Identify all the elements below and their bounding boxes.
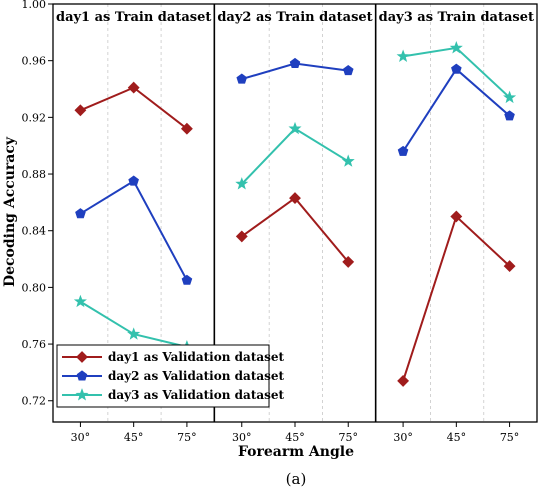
series-line-panel2-1 — [241, 196, 349, 263]
y-tick-label-8: 0.72 — [22, 395, 47, 408]
x-tick-label-panel3-2: 45° — [447, 431, 467, 444]
data-point-panel3-series3-1 — [396, 49, 410, 63]
label-layer: Decoding Accuracy Forearm Angle (a) day1… — [2, 0, 534, 488]
legend-marker-3 — [75, 388, 89, 401]
panel-title-1: day1 as Train dataset — [56, 10, 211, 25]
data-point-panel3-series3-2 — [449, 41, 463, 54]
y-tick-label-2: 0.96 — [22, 55, 47, 68]
data-point-panel2-series1-2 — [289, 192, 301, 205]
y-tick-label-4: 0.88 — [22, 168, 47, 181]
legend-label-2: day2 as Validation dataset — [108, 369, 285, 383]
data-point-panel3-series2-2 — [451, 63, 462, 74]
series-line-panel1-2 — [79, 179, 188, 281]
data-point-panel2-series1-1 — [235, 230, 248, 243]
data-point-panel2-series2-2 — [289, 57, 301, 68]
series-line-panel2-3 — [241, 127, 349, 185]
data-point-panel2-series3-2 — [288, 121, 302, 135]
y-tick-label-7: 0.76 — [22, 338, 47, 351]
x-tick-label-panel2-3: 75° — [338, 431, 358, 444]
data-point-panel1-series2-1 — [75, 208, 86, 219]
panel-title-3: day3 as Train dataset — [379, 10, 534, 25]
legend: day1 as Validation dataset day2 as Valida… — [56, 344, 285, 408]
data-point-panel1-series3-2 — [127, 327, 141, 340]
legend-label-3: day3 as Validation dataset — [108, 388, 285, 402]
data-point-panel2-series2-1 — [236, 73, 248, 84]
data-point-panel2-series2-3 — [342, 65, 354, 76]
data-point-panel3-series1-1 — [397, 374, 410, 387]
x-tick-label-panel3-3: 75° — [500, 431, 520, 444]
data-point-panel3-series1-2 — [450, 210, 463, 223]
data-point-panel3-series1-3 — [503, 260, 516, 273]
data-point-panel1-series1-2 — [127, 81, 140, 94]
x-tick-label-panel2-1: 30° — [232, 431, 252, 444]
data-point-panel3-series3-3 — [503, 90, 517, 104]
y-tick-label-5: 0.84 — [22, 225, 47, 238]
data-point-panel1-series1-3 — [180, 122, 193, 135]
series-line-panel3-1 — [402, 214, 511, 382]
y-tick-label-1: 1.00 — [22, 0, 47, 11]
y-tick-label-3: 0.92 — [22, 111, 47, 124]
y-tick-label-6: 0.80 — [22, 281, 47, 294]
data-point-panel2-series3-1 — [235, 177, 249, 190]
legend-marker-2 — [76, 370, 88, 381]
x-tick-label-panel1-2: 45° — [124, 431, 144, 444]
legend-marker-1 — [76, 351, 88, 363]
data-point-panel1-series2-3 — [181, 274, 193, 285]
data-point-panel2-series3-3 — [341, 154, 355, 167]
data-point-panel3-series2-1 — [397, 145, 409, 156]
plot-frame — [52, 3, 538, 423]
x-axis-title: Forearm Angle — [238, 444, 354, 460]
data-point-panel3-series2-3 — [504, 110, 515, 121]
figure-caption: (a) — [286, 470, 307, 488]
legend-label-1: day1 as Validation dataset — [108, 350, 285, 364]
x-tick-label-panel1-1: 30° — [71, 431, 91, 444]
data-point-panel2-series1-3 — [342, 255, 355, 268]
data-point-panel1-series3-1 — [73, 294, 87, 308]
panel-title-2: day2 as Train dataset — [217, 10, 372, 25]
series-layer — [73, 41, 517, 387]
x-tick-label-panel3-1: 30° — [393, 431, 413, 444]
series-line-panel1-1 — [80, 86, 188, 130]
data-point-panel1-series1-1 — [74, 104, 87, 117]
x-tick-label-panel2-2: 45° — [285, 431, 305, 444]
x-tick-label-panel1-3: 75° — [177, 431, 197, 444]
series-line-panel1-3 — [79, 300, 188, 348]
y-axis-title: Decoding Accuracy — [2, 136, 18, 287]
data-point-panel1-series2-2 — [128, 175, 139, 186]
